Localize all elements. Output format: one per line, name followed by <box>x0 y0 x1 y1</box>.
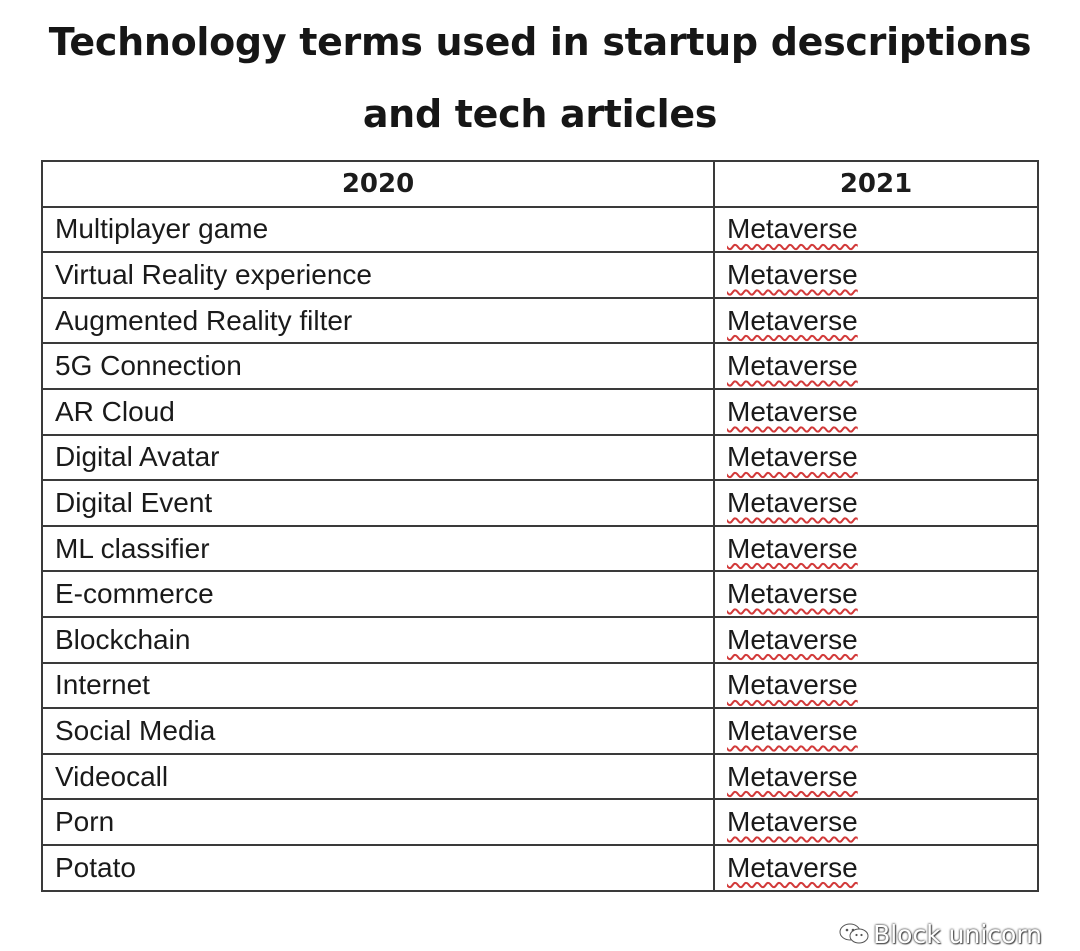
term-2021-text: Metaverse <box>727 760 858 792</box>
term-2021-text: Metaverse <box>727 578 858 610</box>
column-header-2020: 2020 <box>41 160 715 208</box>
term-2020: Digital Event <box>41 479 715 527</box>
table-row: Social Media Metaverse <box>41 707 1039 755</box>
term-2021-text: Metaverse <box>727 851 858 883</box>
table-row: Digital Event Metaverse <box>41 479 1039 527</box>
term-2021: Metaverse <box>713 752 1039 801</box>
term-2020: Digital Avatar <box>41 433 715 482</box>
term-2021-text: Metaverse <box>727 623 858 655</box>
term-2020: Porn <box>41 798 715 846</box>
term-2021: Metaverse <box>713 707 1039 755</box>
table-row: Porn Metaverse <box>41 798 1039 846</box>
table-row: AR Cloud Metaverse <box>41 387 1039 436</box>
term-2020: E-commerce <box>41 570 715 618</box>
table-row: Internet Metaverse <box>41 661 1039 710</box>
term-2021-text: Metaverse <box>727 213 858 245</box>
term-2021: Metaverse <box>713 251 1039 299</box>
term-2020: Social Media <box>41 707 715 755</box>
term-2021: Metaverse <box>713 615 1039 664</box>
term-2021: Metaverse <box>713 570 1039 618</box>
title-line-2: and tech articles <box>362 92 718 136</box>
table-row: Blockchain Metaverse <box>41 615 1039 664</box>
term-2021: Metaverse <box>713 479 1039 527</box>
term-2021: Metaverse <box>713 798 1039 846</box>
watermark: Block unicorn <box>839 917 1042 951</box>
term-2021: Metaverse <box>713 843 1039 892</box>
term-2021: Metaverse <box>713 524 1039 573</box>
term-2020: 5G Connection <box>41 342 715 390</box>
term-2020: AR Cloud <box>41 387 715 436</box>
term-2021-text: Metaverse <box>727 806 858 838</box>
table-row: ML classifier Metaverse <box>41 524 1039 573</box>
term-2021-text: Metaverse <box>727 486 858 518</box>
wechat-icon <box>839 923 869 944</box>
term-2020: Augmented Reality filter <box>41 296 715 345</box>
header-row: 2020 2021 <box>41 160 1039 208</box>
table-row: 5G Connection Metaverse <box>41 342 1039 390</box>
table-row: E-commerce Metaverse <box>41 570 1039 618</box>
term-2021: Metaverse <box>713 433 1039 482</box>
term-2021-text: Metaverse <box>727 304 858 336</box>
term-2020: Virtual Reality experience <box>41 251 715 299</box>
term-2021: Metaverse <box>713 387 1039 436</box>
table-row: Videocall Metaverse <box>41 752 1039 801</box>
term-2021-text: Metaverse <box>727 532 858 564</box>
watermark-text: Block unicorn <box>873 919 1042 949</box>
term-2021-text: Metaverse <box>727 714 858 746</box>
term-2020-text: Virtual Reality experience <box>55 258 372 290</box>
term-2021-text: Metaverse <box>727 395 858 427</box>
terms-table: 2020 2021 Multiplayer game Metaverse Vir… <box>41 160 1039 892</box>
term-2021-text: Metaverse <box>727 258 858 290</box>
column-header-2021: 2021 <box>713 160 1039 208</box>
term-2021: Metaverse <box>713 661 1039 710</box>
term-2020: Internet <box>41 661 715 710</box>
term-2021-text: Metaverse <box>727 669 858 701</box>
page-title: Technology terms used in startup descrip… <box>0 6 1080 150</box>
table-row: Potato Metaverse <box>41 843 1039 892</box>
term-2021-text: Metaverse <box>727 441 858 473</box>
term-2021: Metaverse <box>713 342 1039 390</box>
table-row: Virtual Reality experience Metaverse <box>41 251 1039 299</box>
term-2021: Metaverse <box>713 205 1039 254</box>
term-2020: Multiplayer game <box>41 205 715 254</box>
term-2020: Blockchain <box>41 615 715 664</box>
table-row: Multiplayer game Metaverse <box>41 205 1039 254</box>
term-2020: ML classifier <box>41 524 715 573</box>
title-line-1: Technology terms used in startup descrip… <box>48 20 1032 64</box>
term-2021-text: Metaverse <box>727 350 858 382</box>
term-2021: Metaverse <box>713 296 1039 345</box>
table-row: Digital Avatar Metaverse <box>41 433 1039 482</box>
term-2020: Potato <box>41 843 715 892</box>
table-row: Augmented Reality filter Metaverse <box>41 296 1039 345</box>
term-2020: Videocall <box>41 752 715 801</box>
